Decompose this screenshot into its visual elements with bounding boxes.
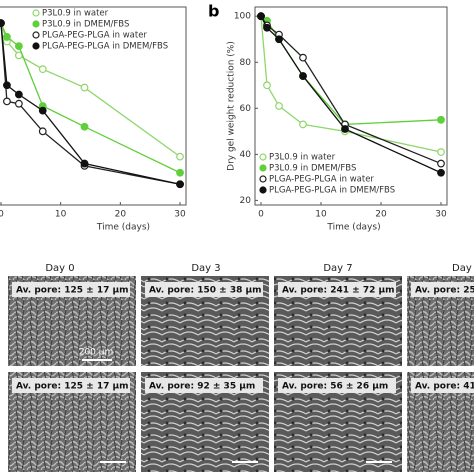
label-box (12, 378, 130, 393)
data-point (257, 12, 265, 21)
pore-label: Av. pore: 241 ± 72 µm (282, 286, 394, 296)
label-box (411, 282, 474, 297)
label-box (278, 378, 396, 393)
x-axis-label: Time (days) (96, 223, 150, 233)
data-point (38, 65, 47, 74)
chart: 0 10 20 30 20 40 60 80 100 Time (days) Dry gel wei… (227, 6, 448, 233)
x-tick-label: 0 (0, 210, 4, 220)
x-tick-label: 0 (258, 210, 264, 220)
data-point (263, 23, 271, 32)
x-tick-label: 20 (375, 210, 387, 220)
data-point (275, 102, 283, 110)
x-tick-label: 10 (315, 210, 327, 220)
column-header: Day 3 (191, 263, 220, 274)
plot-frame (254, 6, 448, 206)
column-header: Day 1 (452, 263, 474, 274)
legend-marker (32, 20, 40, 28)
legend-marker (259, 153, 267, 161)
label-box (145, 378, 263, 393)
legend-label: P3L0.9 in water (269, 153, 336, 163)
pore-label: Av. pore: 56 ± 26 µm (282, 382, 388, 392)
data-point (299, 72, 307, 80)
series-line (260, 16, 442, 153)
pore-label: Av. pore: 92 ± 35 µm (149, 382, 255, 392)
data-point (3, 81, 11, 90)
series-line (260, 15, 442, 126)
plot-frame (0, 6, 187, 206)
series-line (260, 15, 442, 174)
legend-label: PLGA-PEG-PLGA in DMEM/FBS (269, 186, 395, 196)
data-point (176, 152, 184, 161)
legend-label: PLGA-PEG-PLGA in water (42, 31, 147, 41)
legend-label: P3L0.9 in DMEM/FBS (269, 164, 356, 174)
data-point (299, 120, 307, 129)
data-point (263, 81, 271, 90)
y-tick-label: 80 (240, 58, 252, 68)
pore-label: Av. pore: 150 ± 38 µm (149, 286, 261, 296)
data-point (38, 127, 47, 136)
pore-label: Av. pore: 25 (415, 286, 474, 296)
data-point (275, 35, 283, 44)
y-tick-label: 40 (240, 150, 252, 160)
data-point (14, 90, 23, 99)
legend-label: PLGA-PEG-PLGA in DMEM/FBS (42, 42, 168, 52)
legend-marker (259, 164, 267, 172)
legend-marker (259, 175, 267, 183)
data-point (80, 159, 89, 168)
label-box (12, 282, 130, 297)
scale-bar-label: 200 µm (79, 348, 114, 358)
data-point (437, 168, 445, 177)
data-point (437, 115, 445, 124)
chart: 0 10 20 30 Time (days) P3L0.9 in waterP3L0.9 … (0, 6, 187, 233)
data-point (3, 33, 11, 41)
column-header: Day 0 (45, 263, 74, 274)
data-point (14, 99, 23, 108)
y-axis-label: Dry gel weight reduction (%) (227, 41, 237, 171)
legend-label: PLGA-PEG-PLGA in water (269, 175, 374, 185)
data-point (299, 53, 307, 62)
x-tick-label: 10 (55, 210, 67, 220)
data-point (176, 180, 184, 189)
data-point (38, 106, 47, 115)
legend-label: P3L0.9 in water (42, 9, 109, 19)
x-tick-label: 30 (435, 210, 447, 220)
legend-marker (32, 42, 40, 50)
data-point (437, 159, 445, 168)
column-header: Day 7 (323, 263, 352, 274)
pore-label: Av. pore: 41 (415, 382, 474, 392)
data-point (437, 148, 445, 156)
label-box (278, 282, 396, 297)
panel-label: b (208, 2, 219, 21)
x-tick-label: 30 (174, 210, 186, 220)
x-axis-label: Time (days) (326, 223, 380, 233)
data-point (0, 19, 5, 28)
data-point (80, 83, 89, 92)
y-tick-label: 60 (240, 104, 252, 114)
y-tick-label: 100 (234, 12, 251, 22)
data-point (80, 122, 89, 131)
pore-label: Av. pore: 125 ± 17 µm (16, 286, 128, 296)
data-point (176, 168, 184, 177)
series-line (0, 23, 181, 185)
pore-label: Av. pore: 125 ± 17 µm (16, 382, 128, 392)
data-point (3, 97, 11, 106)
label-box (411, 378, 474, 393)
legend-marker (259, 186, 267, 194)
legend-marker (32, 9, 40, 17)
y-tick-label: 20 (240, 196, 252, 206)
x-tick-label: 20 (115, 210, 127, 220)
label-box (145, 282, 263, 297)
data-point (341, 125, 349, 133)
sem-grid: Day 0 Day 3 Day 7 Day 1 Av. pore: 125 ± … (8, 263, 474, 472)
legend-marker (32, 31, 40, 39)
legend-label: P3L0.9 in DMEM/FBS (42, 20, 129, 30)
data-point (14, 42, 23, 51)
series-line (260, 15, 442, 165)
